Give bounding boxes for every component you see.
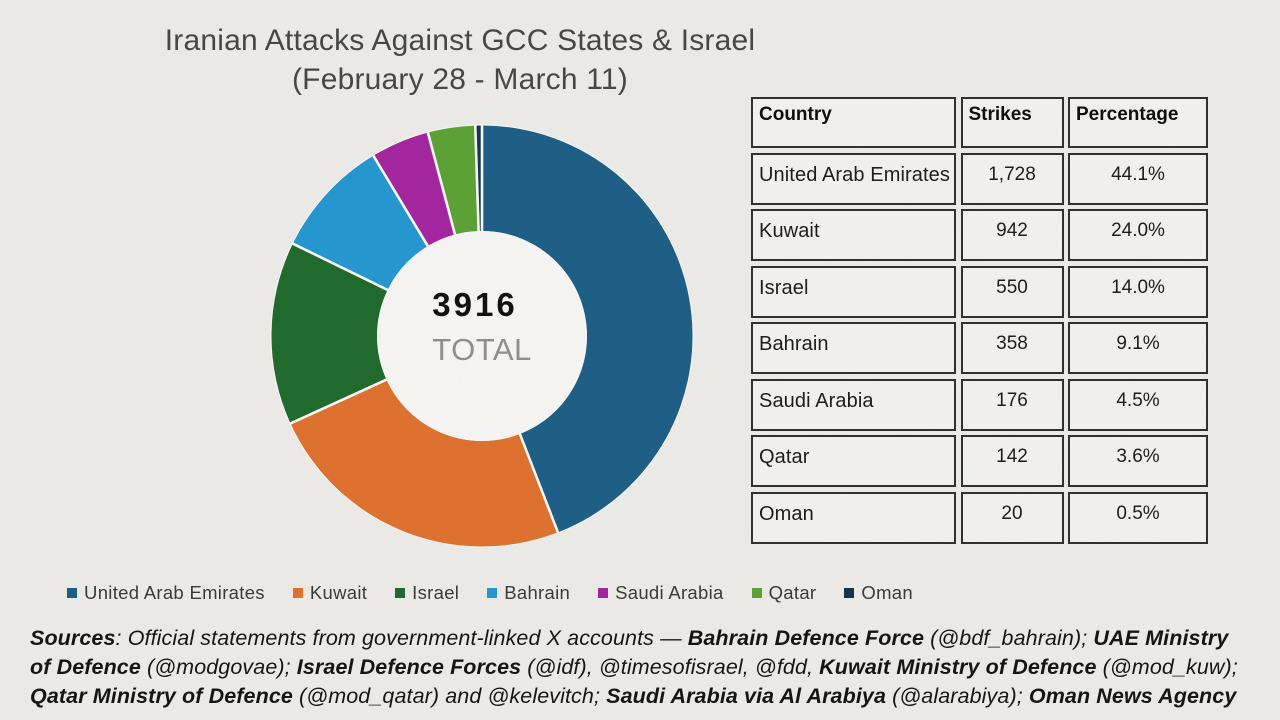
legend-label: United Arab Emirates	[84, 582, 265, 603]
donut-slice-united-arab-emirates	[483, 125, 693, 532]
table-cell-country: Israel	[751, 265, 956, 318]
legend-swatch-icon	[598, 588, 609, 598]
legend-item-qatar: Qatar	[751, 582, 817, 604]
table-cell-country: Qatar	[751, 435, 956, 487]
legend-item-bahrain: Bahrain	[487, 582, 570, 604]
legend-item-united-arab-emirates: United Arab Emirates	[67, 582, 265, 604]
legend-item-kuwait: Kuwait	[292, 582, 368, 604]
legend-label: Kuwait	[309, 582, 368, 603]
sources-line-1: Sources: Official statements from govern…	[30, 626, 1229, 650]
table-cell-percentage: 44.1%	[1068, 152, 1208, 205]
chart-title-line1: Iranian Attacks Against GCC States & Isr…	[164, 24, 756, 57]
legend-swatch-icon	[395, 588, 406, 598]
table-header-country: Country	[751, 97, 956, 148]
table-cell-country: Saudi Arabia	[751, 378, 956, 431]
donut-slice-kuwait	[291, 380, 557, 547]
table-cell-strikes: 1,728	[960, 152, 1064, 205]
table-cell-percentage: 14.0%	[1068, 265, 1208, 318]
table-cell-strikes: 358	[960, 322, 1064, 374]
table-cell-strikes: 20	[960, 491, 1064, 544]
table-cell-country: Bahrain	[751, 322, 956, 374]
chart-legend: United Arab Emirates Kuwait Israel Bahrain S…	[30, 582, 950, 604]
donut-slice-oman	[476, 125, 481, 232]
donut-slice-qatar	[429, 125, 478, 235]
donut-hole	[377, 231, 587, 441]
table-cell-strikes: 550	[960, 265, 1064, 318]
donut-slice-bahrain	[293, 156, 427, 289]
table-cell-percentage: 3.6%	[1068, 435, 1208, 487]
legend-swatch-icon	[844, 588, 855, 598]
table-cell-strikes: 176	[960, 378, 1064, 431]
legend-label: Qatar	[768, 582, 817, 603]
table-cell-strikes: 942	[960, 209, 1064, 261]
legend-item-israel: Israel	[395, 582, 459, 604]
legend-label: Bahrain	[504, 582, 571, 603]
legend-item-saudi-arabia: Saudi Arabia	[598, 582, 724, 604]
chart-title-line2: (February 28 - March 11)	[291, 63, 629, 96]
legend-item-oman: Oman	[844, 582, 913, 604]
table-cell-country: Oman	[751, 491, 956, 544]
donut-slice-israel	[271, 244, 388, 423]
legend-label: Israel	[412, 582, 460, 603]
legend-label: Oman	[861, 582, 913, 603]
legend-swatch-icon	[487, 588, 498, 598]
table-cell-percentage: 24.0%	[1068, 209, 1208, 261]
table-cell-country: United Arab Emirates	[751, 152, 956, 205]
table-header-percentage: Percentage	[1068, 97, 1208, 148]
table-cell-country: Kuwait	[751, 209, 956, 261]
legend-swatch-icon	[751, 588, 762, 598]
legend-label: Saudi Arabia	[615, 582, 724, 603]
sources-note: Sources: Official statements from govern…	[30, 624, 1260, 711]
sources-line-3: Qatar Ministry of Defence (@mod_qatar) a…	[30, 684, 1237, 708]
strikes-table: Country Strikes Percentage United Arab Emir…	[751, 97, 1208, 544]
donut-chart	[270, 124, 694, 548]
table-cell-strikes: 142	[960, 435, 1064, 487]
table-cell-percentage: 4.5%	[1068, 378, 1208, 431]
sources-line-2: of Defence (@modgovae); Israel Defence F…	[30, 655, 1238, 679]
table-header-strikes: Strikes	[960, 97, 1064, 148]
chart-title: Iranian Attacks Against GCC States & Isr…	[0, 21, 920, 99]
table-cell-percentage: 9.1%	[1068, 322, 1208, 374]
legend-swatch-icon	[292, 588, 303, 598]
table-cell-percentage: 0.5%	[1068, 491, 1208, 544]
legend-swatch-icon	[67, 588, 78, 598]
donut-slice-saudi-arabia	[374, 132, 454, 246]
